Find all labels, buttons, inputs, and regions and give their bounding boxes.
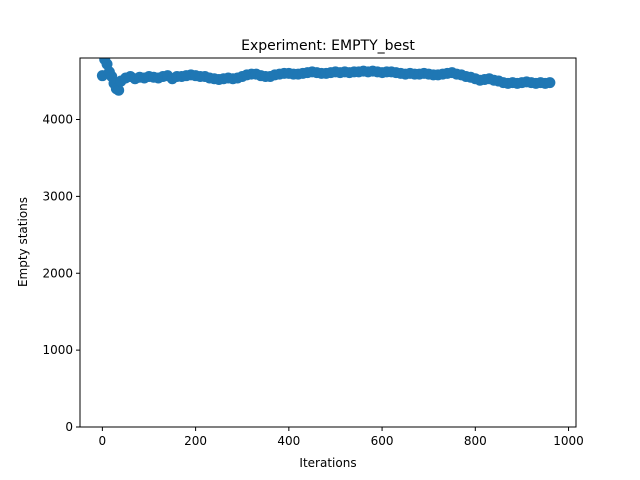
y-axis-ticks: 0 1000 2000 3000 4000: [42, 113, 80, 434]
x-tick-label: 600: [371, 434, 394, 448]
y-tick-label: 3000: [42, 189, 73, 203]
y-axis-label: Empty stations: [16, 197, 30, 287]
x-axis-ticks: 0 200 400 600 800 1000: [99, 427, 584, 448]
y-tick-label: 1000: [42, 343, 73, 357]
chart-title: Experiment: EMPTY_best: [241, 38, 415, 54]
y-tick-label: 0: [65, 420, 73, 434]
data-point: [544, 77, 556, 89]
y-tick-label: 4000: [42, 113, 73, 127]
x-tick-label: 400: [277, 434, 300, 448]
x-tick-label: 200: [184, 434, 207, 448]
y-tick-label: 2000: [42, 266, 73, 280]
x-tick-label: 0: [99, 434, 107, 448]
data-points: [96, 58, 556, 96]
x-tick-label: 1000: [553, 434, 584, 448]
x-tick-label: 800: [464, 434, 487, 448]
x-axis-label: Iterations: [299, 456, 356, 470]
plot-area: [79, 57, 577, 428]
data-point: [113, 84, 125, 96]
